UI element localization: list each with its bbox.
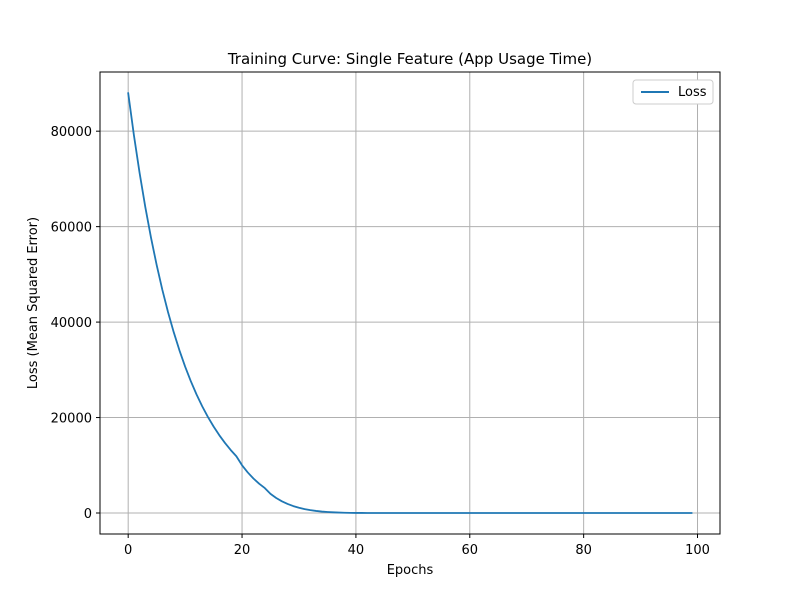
x-tick-label: 80: [575, 543, 592, 558]
legend-label-loss: Loss: [678, 85, 707, 100]
y-axis-ticks: 0 20000 40000 60000 80000: [51, 125, 100, 522]
y-tick-label: 20000: [51, 412, 92, 427]
x-tick-label: 0: [124, 543, 132, 558]
legend-box: [632, 79, 714, 105]
plot-area-frame: [99, 71, 721, 535]
x-tick-label: 40: [348, 543, 365, 558]
series-line-group: [127, 92, 693, 514]
series-line-loss: [127, 92, 693, 514]
y-tick-label: 40000: [51, 316, 92, 331]
y-tick-label: 80000: [51, 125, 92, 140]
chart-title: Training Curve: Single Feature (App Usag…: [227, 50, 592, 68]
grid: [100, 72, 720, 534]
y-axis-label: Loss (Mean Squared Error): [26, 217, 41, 389]
x-tick-label: 60: [462, 543, 479, 558]
x-tick-label: 100: [685, 543, 710, 558]
x-axis-label: Epochs: [387, 563, 434, 578]
y-tick-label: 0: [84, 507, 92, 522]
y-tick-label: 60000: [51, 221, 92, 236]
x-tick-label: 20: [234, 543, 251, 558]
legend: Loss: [632, 79, 714, 105]
x-axis-ticks: 0 20 40 60 80 100: [124, 534, 710, 558]
